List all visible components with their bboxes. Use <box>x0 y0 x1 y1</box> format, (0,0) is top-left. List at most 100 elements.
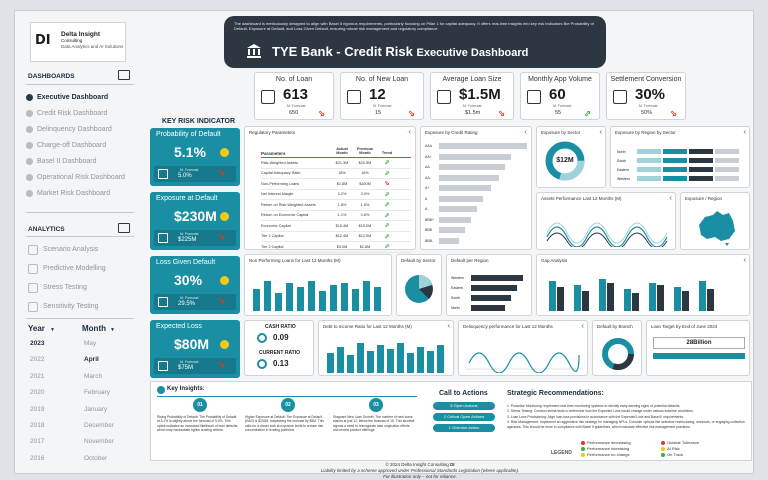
rating-row: A <box>425 194 529 205</box>
kpi-icon <box>527 90 541 104</box>
back-icon[interactable]: ‹ <box>599 127 602 136</box>
default-branch-title: Default by Branch <box>597 324 633 329</box>
year-option[interactable]: 2020 <box>30 389 45 397</box>
kpi-value: 30% <box>635 86 666 103</box>
region-row: Eastern <box>617 165 745 174</box>
trend-down-icon: ⬂ <box>670 109 677 118</box>
nav-bullet-icon <box>26 125 33 133</box>
sidebar-item-analytics[interactable]: Stress Testing <box>28 278 136 297</box>
insight-number: 01 <box>193 398 207 412</box>
sidebar-item-dashboard[interactable]: Credit Risk Dashboard <box>26 105 138 121</box>
status-indicator <box>220 276 229 285</box>
sidebar-item-dashboard[interactable]: Charge-off Dashboard <box>26 137 138 153</box>
kri-value: $80M <box>174 336 210 352</box>
dashboard-nav: Executive Dashboard Credit Risk Dashboard… <box>26 89 138 201</box>
exposure-region-panel: Exposure / Region <box>680 192 750 250</box>
kri-value: 5.1% <box>174 144 206 160</box>
gap-panel: Gap Analysis ‹ <box>536 254 750 316</box>
rating-label: A <box>425 196 428 201</box>
insight-text: Higher Exposure at Default: The Exposure… <box>245 415 324 433</box>
divider <box>26 318 134 319</box>
year-option[interactable]: 2019 <box>30 405 45 413</box>
param-actual: 1.1% <box>337 213 347 218</box>
year-option[interactable]: 2018 <box>30 421 45 429</box>
kpi-value: 12 <box>369 86 386 103</box>
year-dropdown-icon[interactable]: ▼ <box>50 327 55 333</box>
param-previous: 16% <box>361 171 369 176</box>
year-option[interactable]: 2016 <box>30 454 45 462</box>
back-icon[interactable]: ‹ <box>581 321 584 330</box>
trend-down-icon: ⬂ <box>218 232 225 241</box>
npl-bar <box>297 287 304 311</box>
kpi-icon <box>261 90 275 104</box>
cta-button[interactable]: 2 Critical Open Actions <box>433 413 495 421</box>
back-icon[interactable]: ‹ <box>447 321 450 330</box>
cash-ratio-value: 0.09 <box>273 333 289 342</box>
back-icon[interactable]: ‹ <box>743 127 746 136</box>
analytics-nav: Scenario Analysis Predictive Modelling Str… <box>28 240 136 316</box>
year-option[interactable]: 2022 <box>30 356 45 364</box>
back-icon[interactable]: ‹ <box>408 127 411 136</box>
month-option[interactable]: February <box>84 389 111 397</box>
kpi-forecast-label: M. Forecast <box>463 104 482 108</box>
default-sector-panel: Default by Sector <box>396 254 442 316</box>
month-option[interactable]: October <box>84 454 108 462</box>
sidebar-item-dashboard[interactable]: Basel II Dashboard <box>26 153 138 169</box>
sidebar-item-analytics[interactable]: Sensitivity Testing <box>28 297 136 316</box>
back-icon[interactable]: ‹ <box>524 127 527 136</box>
insight-number: 02 <box>281 398 295 412</box>
kpi-card: No. of New Loan 12 M. Forecast 15 ⬂ <box>340 72 424 120</box>
rating-row: AA+ <box>425 152 529 163</box>
rating-bar <box>439 185 491 192</box>
month-option[interactable]: January <box>84 405 108 413</box>
sidebar-item-dashboard[interactable]: Executive Dashboard <box>26 89 138 105</box>
rating-bar <box>439 216 471 223</box>
recommendation-item: 1. Proactive Monitoring: Implement real-… <box>507 404 681 408</box>
sidebar-item-analytics[interactable]: Scenario Analysis <box>28 240 136 259</box>
param-previous: $160M <box>359 181 371 186</box>
cta-button[interactable]: 1 Overdue Action <box>433 424 495 432</box>
insight-number: 03 <box>369 398 383 412</box>
cta-button[interactable]: 5 Open Actions <box>433 402 495 410</box>
month-option[interactable]: May <box>84 340 97 347</box>
param-previous: $15.0M <box>358 223 372 228</box>
asset-performance-chart <box>546 222 668 247</box>
year-option[interactable]: 2021 <box>30 372 45 380</box>
month-option[interactable]: March <box>84 372 103 380</box>
param-previous: $2.8M <box>359 244 371 249</box>
month-option[interactable]: November <box>84 438 114 446</box>
param-actual: $21.3M <box>335 160 349 165</box>
legend-swatch <box>581 440 585 445</box>
exposure-sector-title: Exposure by Sector <box>541 130 581 135</box>
month-dropdown-icon[interactable]: ▼ <box>110 327 115 333</box>
sidebar-item-dashboard[interactable]: Market Risk Dashboard <box>26 185 138 201</box>
rating-bar <box>439 143 527 150</box>
sidebar-item-analytics[interactable]: Predictive Modelling <box>28 259 136 278</box>
rating-bar <box>439 237 459 244</box>
sidebar-item-label: Basel II Dashboard <box>37 157 97 165</box>
kri-name: Expected Loss <box>156 323 202 330</box>
back-icon[interactable]: ‹ <box>669 193 672 202</box>
month-option[interactable]: April <box>84 356 99 364</box>
analytics-title: ANALYTICS <box>28 226 65 233</box>
region-label: Eastern <box>617 167 630 172</box>
gap-bar <box>574 285 581 311</box>
monitor-icon[interactable] <box>118 70 130 80</box>
kpi-card: No. of Loan 613 M. Forecast 650 ⬂ <box>254 72 334 120</box>
analytics-icon[interactable] <box>118 223 130 233</box>
sidebar-item-dashboard[interactable]: Delinquency Dashboard <box>26 121 138 137</box>
npl-bar <box>275 293 282 311</box>
sector-value: $12M <box>556 157 574 164</box>
back-icon[interactable]: ‹ <box>743 255 746 264</box>
dti-bar <box>427 351 434 373</box>
npl-bar <box>374 287 381 311</box>
legend-label: Performance increasing <box>587 446 630 451</box>
trend-up-icon: ⬀ <box>384 212 390 219</box>
year-option[interactable]: 2023 <box>30 340 45 347</box>
year-option[interactable]: 2017 <box>30 438 45 446</box>
month-option[interactable]: December <box>84 421 114 429</box>
year-list: 2023 2022 2021 2020 2019 2018 2017 2016 <box>30 340 60 471</box>
sidebar-item-dashboard[interactable]: Operational Risk Dashboard <box>26 169 138 185</box>
gap-bar <box>699 281 706 311</box>
